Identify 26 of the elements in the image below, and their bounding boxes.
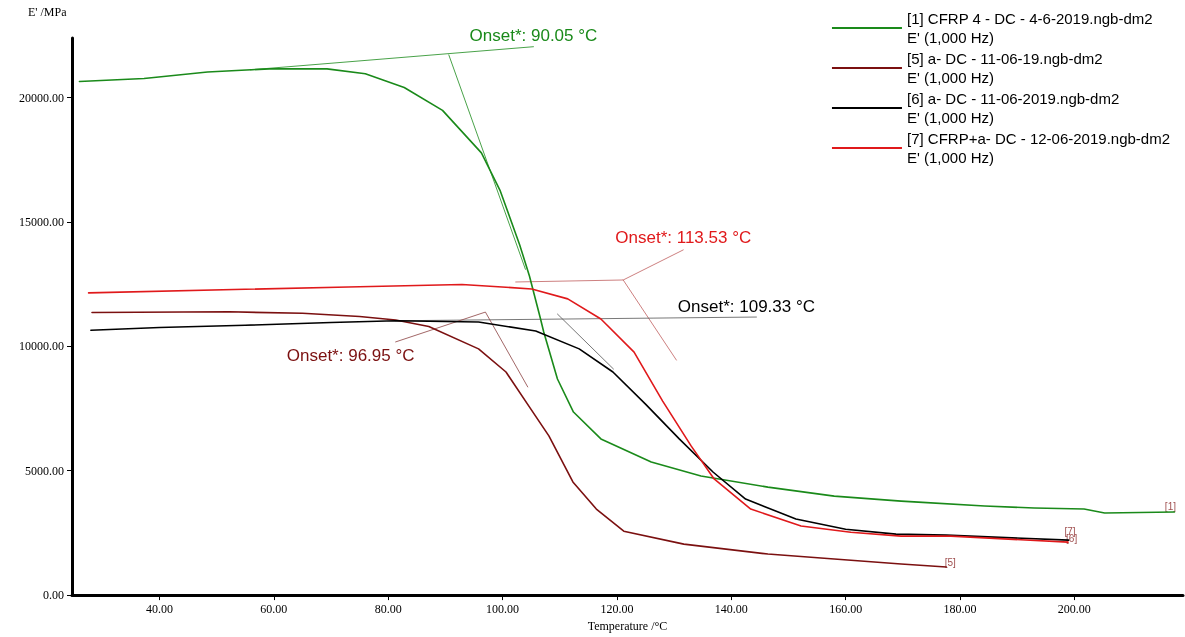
annotation: [1]	[1164, 500, 1177, 512]
x-tick-label: 120.00	[600, 602, 634, 617]
y-tick-label: 10000.00	[19, 339, 64, 354]
legend-label: [7] CFRP+a- DC - 12-06-2019.ngb-dm2 E' (1,000 Hz)	[906, 130, 1171, 166]
x-tick-label: 40.00	[145, 602, 173, 617]
x-tick-label: 180.00	[943, 602, 977, 617]
y-tick-label: 15000.00	[19, 215, 64, 230]
y-tick-label: 0.00	[43, 588, 64, 603]
legend-label: [6] a- DC - 11-06-2019.ngb-dm2 E' (1,000 Hz)	[906, 90, 1120, 126]
x-tick-label: 80.00	[374, 602, 402, 617]
x-tick-label: 60.00	[260, 602, 288, 617]
annotation: Onset*: 109.33 °C	[677, 296, 816, 316]
x-tick-label: 160.00	[829, 602, 863, 617]
legend-label: [5] a- DC - 11-06-19.ngb-dm2 E' (1,000 Hz)	[906, 50, 1103, 86]
x-tick-label: 100.00	[486, 602, 520, 617]
annotation: Onset*: 113.53 °C	[615, 228, 752, 248]
legend-label: [1] CFRP 4 - DC - 4-6-2019.ngb-dm2 E' (1,000 Hz)	[906, 10, 1153, 46]
x-axis-title: Temperature /°C	[587, 619, 668, 633]
x-tick-label: 140.00	[714, 602, 748, 617]
annotation: [5]	[944, 557, 957, 569]
y-tick-label: 5000.00	[25, 463, 64, 478]
y-axis-title: E' /MPa	[28, 5, 68, 19]
x-tick-label: 200.00	[1057, 602, 1091, 617]
annotation: Onset*: 96.95 °C	[286, 346, 415, 366]
annotation: Onset*: 90.05 °C	[469, 26, 598, 46]
y-tick-label: 20000.00	[19, 90, 64, 105]
